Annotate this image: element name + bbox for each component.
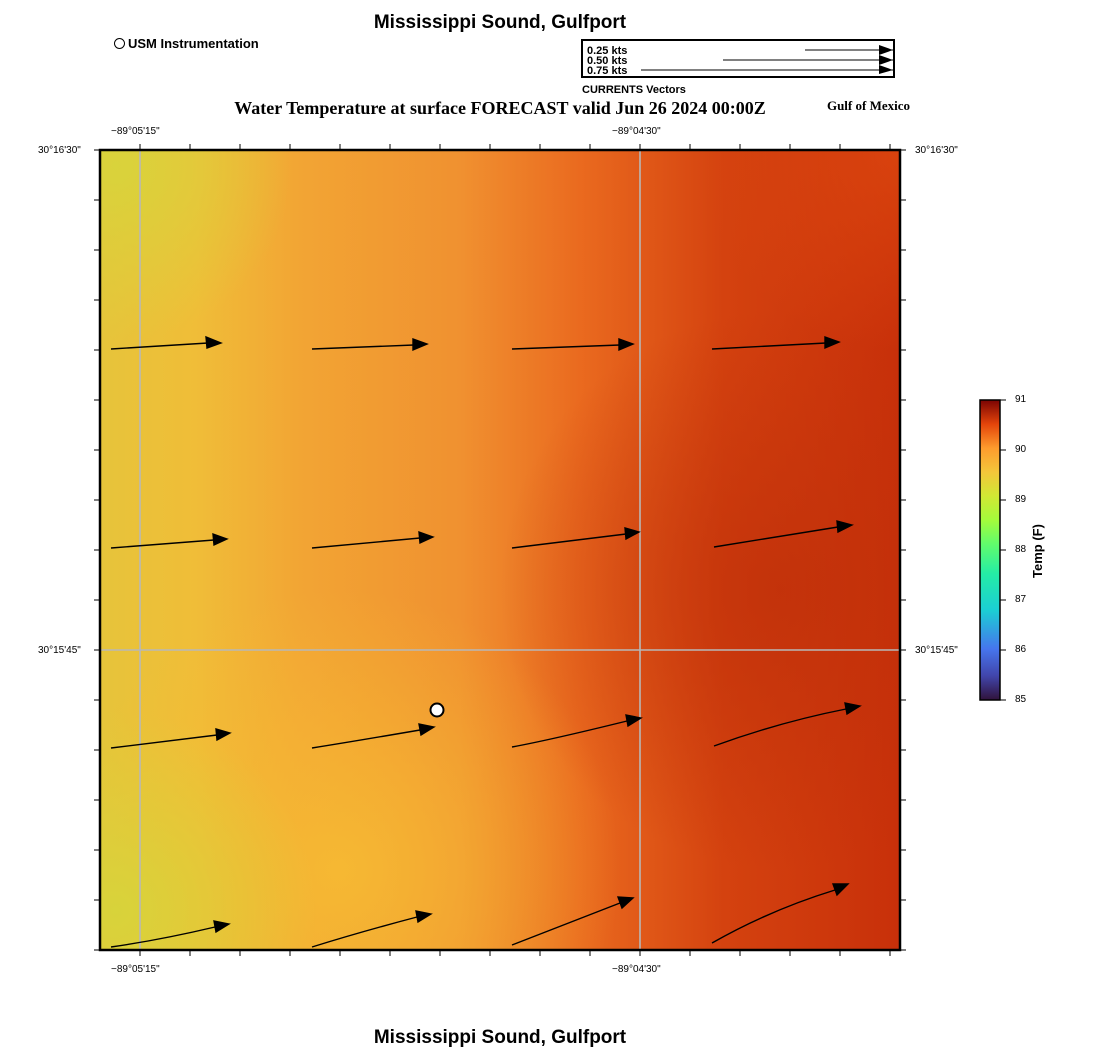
colorbar-tick-86: 86 <box>1015 644 1027 655</box>
current-vectors <box>110 335 862 948</box>
footer-title: Mississippi Sound, Gulfport <box>373 1027 627 1048</box>
lat-tick-right-2: 30°15'45" <box>915 645 958 656</box>
station-legend-label: USM Instrumentation <box>128 36 259 51</box>
temperature-colorbar <box>979 399 1006 701</box>
colorbar-tick-89: 89 <box>1015 494 1027 505</box>
current-vector-arrowhead <box>844 702 862 716</box>
forecast-subtitle: Water Temperature at surface FORECAST va… <box>234 98 766 118</box>
lat-tick-right-1: 30°16'30" <box>915 145 958 156</box>
current-vector-arrow <box>110 539 215 549</box>
current-vector-arrowhead <box>418 723 436 737</box>
current-vector-arrowhead <box>415 910 433 924</box>
colorbar-tick-85: 85 <box>1015 694 1027 705</box>
colorbar-tick-88: 88 <box>1015 544 1027 555</box>
current-vector-arrowhead <box>418 530 435 545</box>
lon-tick-bottom-2: −89°04'30" <box>612 964 661 975</box>
current-vector-arrowhead <box>824 336 841 350</box>
current-vector-arrow <box>511 902 621 946</box>
region-label: Gulf of Mexico <box>826 98 910 113</box>
current-vector-arrow <box>511 344 621 350</box>
lon-tick-top-1: −89°05'15" <box>111 126 160 137</box>
current-vector-arrow <box>713 708 847 747</box>
current-vector-arrow <box>511 533 627 549</box>
colorbar-tick-90: 90 <box>1015 444 1027 455</box>
colorbar-tick-91: 91 <box>1015 394 1027 405</box>
usm-station-marker <box>429 702 445 718</box>
station-legend: USM Instrumentation <box>114 36 259 51</box>
vector-key-label-1: 0.25 kts <box>587 45 628 57</box>
vector-key-arrows <box>641 45 893 74</box>
lon-tick-bottom-1: −89°05'15" <box>111 964 160 975</box>
current-vector-arrow <box>110 342 209 350</box>
current-vector-arrowhead <box>215 728 232 742</box>
current-vector-arrow <box>511 720 628 748</box>
graticule <box>100 150 900 950</box>
frame-ticks <box>94 144 906 956</box>
current-vector-arrowhead <box>618 338 635 352</box>
current-vector-arrowhead <box>616 896 635 910</box>
current-vector-arrow <box>311 537 421 549</box>
current-vector-arrowhead <box>213 920 231 934</box>
current-vector-arrow <box>711 342 827 350</box>
current-vector-arrow <box>110 926 216 948</box>
lat-tick-left-1: 30°16'30" <box>38 145 81 156</box>
current-vector-arrow <box>711 889 836 944</box>
vector-key-label-3: 0.75 kts <box>587 65 628 77</box>
current-vector-arrowhead <box>205 335 223 349</box>
temperature-map <box>94 144 906 956</box>
current-vector-arrow <box>110 734 218 749</box>
colorbar-ramp <box>979 399 1001 701</box>
map-title: Mississippi Sound, Gulfport <box>373 12 627 33</box>
vector-key-caption: CURRENTS Vectors <box>582 84 686 96</box>
vector-key: 0.25 kts 0.50 kts 0.75 kts <box>581 39 895 78</box>
current-vector-arrowhead <box>832 883 850 897</box>
colorbar-title: Temp (F) <box>1030 524 1045 578</box>
current-vector-arrow <box>311 916 418 948</box>
current-vector-arrowhead <box>624 527 641 541</box>
colorbar-tick-87: 87 <box>1015 594 1027 605</box>
current-vector-arrowhead <box>836 520 854 534</box>
current-vector-arrowhead <box>412 338 429 352</box>
current-vector-arrow <box>311 344 415 350</box>
current-vector-arrowhead <box>212 532 229 547</box>
current-vector-arrowhead <box>625 714 643 728</box>
station-marker-icon <box>114 38 125 49</box>
lon-tick-top-2: −89°04'30" <box>612 126 661 137</box>
lat-tick-left-2: 30°15'45" <box>38 645 81 656</box>
current-vector-arrow <box>311 729 421 749</box>
current-vector-arrow <box>713 526 839 548</box>
vector-key-label-2: 0.50 kts <box>587 55 628 67</box>
